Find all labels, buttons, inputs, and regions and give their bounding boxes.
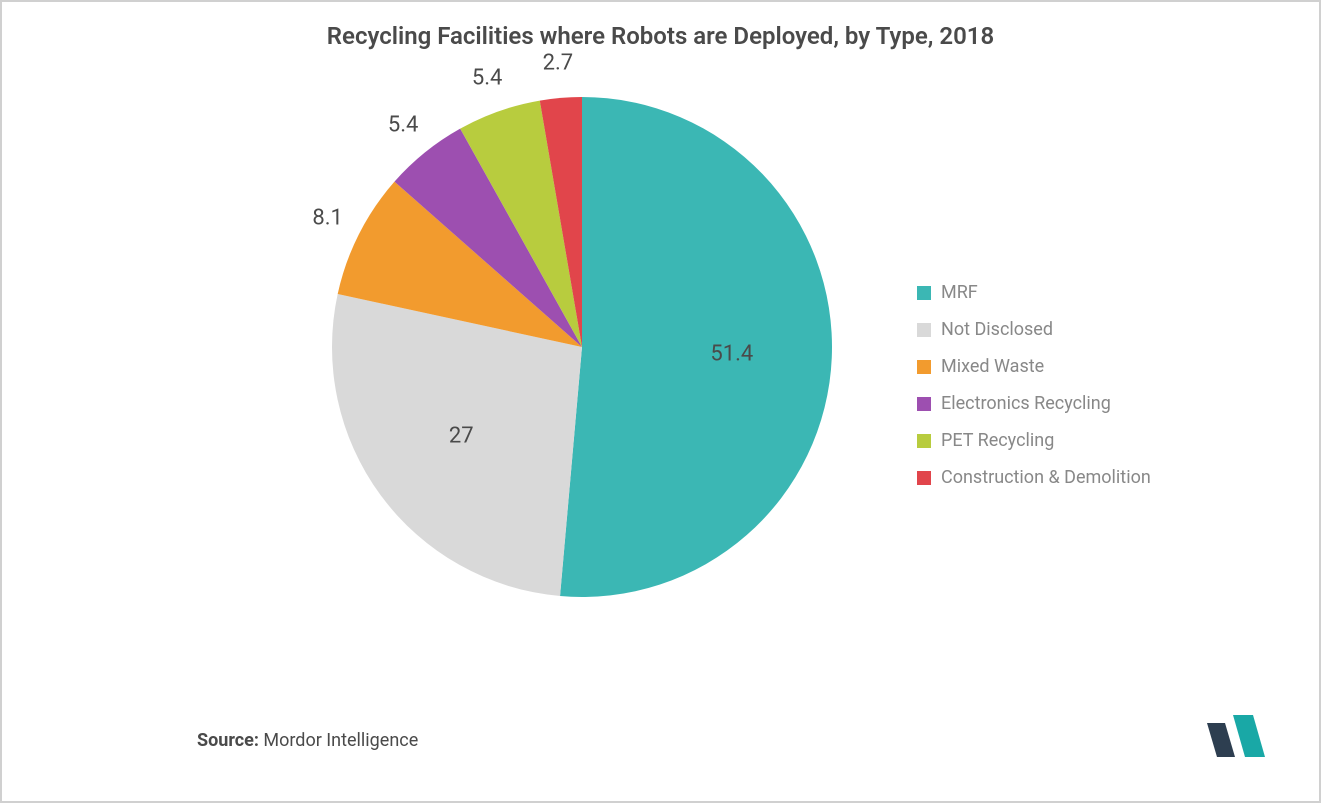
pie-svg <box>322 87 842 607</box>
legend-label: Not Disclosed <box>941 319 1053 340</box>
logo-bar <box>1233 715 1265 757</box>
legend-label: Construction & Demolition <box>941 467 1151 488</box>
source-attribution: Source: Mordor Intelligence <box>197 730 418 751</box>
data-label: 5.4 <box>388 113 419 138</box>
legend-item: Mixed Waste <box>917 356 1151 377</box>
legend-label: Electronics Recycling <box>941 393 1111 414</box>
mordor-logo-icon <box>1199 711 1279 761</box>
logo-bar <box>1207 723 1235 757</box>
legend-item: Not Disclosed <box>917 319 1151 340</box>
data-label: 8.1 <box>312 206 343 231</box>
legend: MRF Not Disclosed Mixed Waste Electronics R… <box>917 282 1151 488</box>
chart-container: Recycling Facilities where Robots are De… <box>0 0 1321 803</box>
legend-swatch <box>917 323 931 337</box>
legend-item: Construction & Demolition <box>917 467 1151 488</box>
legend-swatch <box>917 471 931 485</box>
legend-swatch <box>917 397 931 411</box>
legend-item: Electronics Recycling <box>917 393 1151 414</box>
legend-label: PET Recycling <box>941 430 1054 451</box>
source-prefix: Source: <box>197 730 259 751</box>
legend-item: MRF <box>917 282 1151 303</box>
data-label: 51.4 <box>710 341 753 366</box>
chart-title: Recycling Facilities where Robots are De… <box>2 22 1319 50</box>
pie-slice <box>560 97 832 597</box>
legend-swatch <box>917 434 931 448</box>
pie-chart <box>322 87 842 607</box>
legend-swatch <box>917 286 931 300</box>
source-text: Mordor Intelligence <box>263 730 418 751</box>
legend-label: MRF <box>941 282 978 303</box>
data-label: 27 <box>449 423 474 448</box>
data-label: 5.4 <box>472 66 503 91</box>
data-label: 2.7 <box>543 51 574 76</box>
legend-swatch <box>917 360 931 374</box>
legend-label: Mixed Waste <box>941 356 1044 377</box>
legend-item: PET Recycling <box>917 430 1151 451</box>
